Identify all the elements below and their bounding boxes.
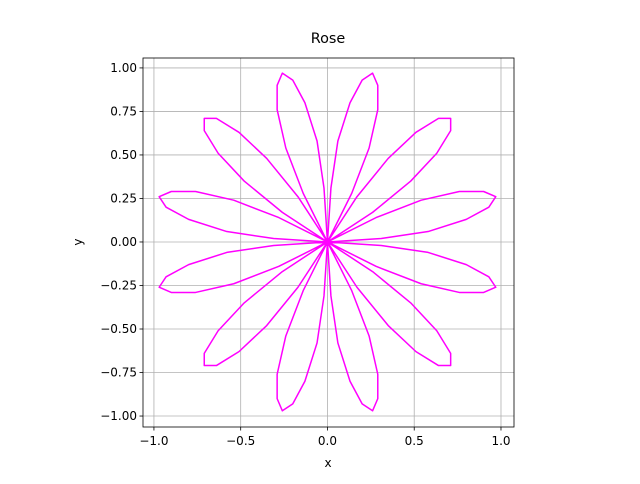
x-tick-label: −1.0 [139, 434, 168, 448]
x-tick-label: −0.5 [226, 434, 255, 448]
y-tick-label: −0.50 [100, 322, 137, 336]
y-tick-label: −1.00 [100, 409, 137, 423]
y-tick-label: 0.25 [110, 191, 137, 205]
y-tick-label: 0.50 [110, 148, 137, 162]
x-axis-label: x [324, 456, 331, 470]
chart-title: Rose [311, 31, 346, 47]
y-axis-label: y [71, 238, 85, 245]
y-tick-label: 0.75 [110, 104, 137, 118]
line [158, 72, 497, 412]
x-tick-label: 0.0 [318, 434, 337, 448]
x-tick-label: 0.5 [405, 434, 424, 448]
y-tick-label: 0.00 [110, 235, 137, 249]
x-tick-label: 1.0 [491, 434, 510, 448]
y-tick-label: −0.25 [100, 278, 137, 292]
plot-frame [142, 57, 515, 428]
y-tick-label: −0.75 [100, 366, 137, 380]
y-tick-label: 1.00 [110, 61, 137, 75]
